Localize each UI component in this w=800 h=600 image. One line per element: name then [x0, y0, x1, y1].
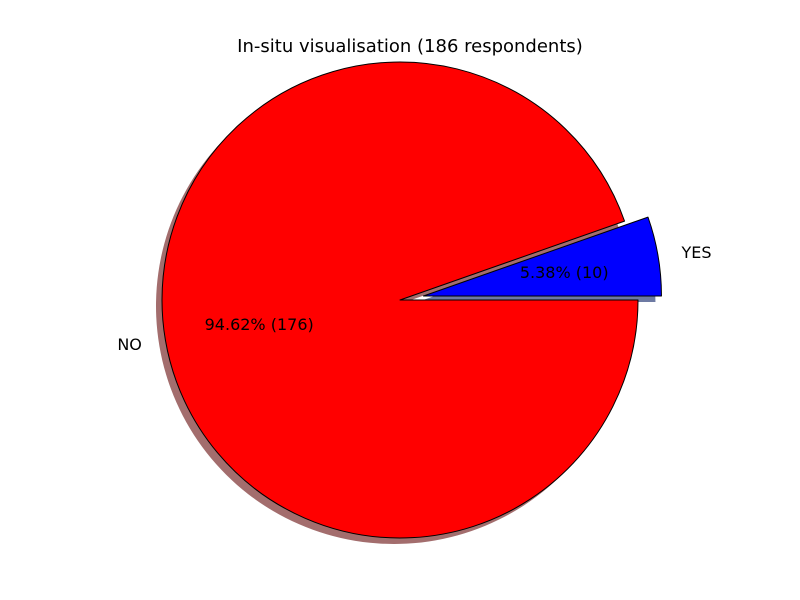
pie-slice-no	[161, 61, 639, 539]
percent-label-no: 94.62% (176)	[205, 315, 314, 334]
pie-slices	[161, 61, 662, 539]
chart-title: In-situ visualisation (186 respondents)	[237, 36, 583, 57]
pie-slice-yes	[422, 216, 662, 297]
slice-label-yes: YES	[681, 243, 712, 262]
slice-label-no: NO	[117, 335, 142, 354]
percent-label-yes: 5.38% (10)	[520, 263, 609, 282]
pie-labels: NO 94.62% (176) YES 5.38% (10)	[117, 243, 711, 354]
